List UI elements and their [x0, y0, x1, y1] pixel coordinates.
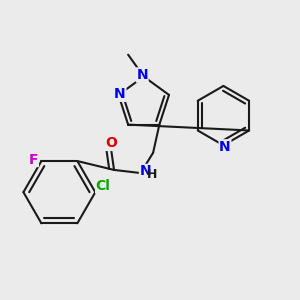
- Text: F: F: [29, 152, 38, 167]
- Text: N: N: [140, 164, 151, 178]
- Text: Cl: Cl: [96, 179, 111, 193]
- Text: methyl: methyl: [128, 50, 133, 52]
- Text: N: N: [114, 87, 126, 101]
- Text: N: N: [219, 140, 231, 154]
- Text: N: N: [136, 68, 148, 82]
- Text: O: O: [105, 136, 117, 150]
- Text: methyl: methyl: [128, 49, 133, 50]
- Text: H: H: [147, 168, 158, 181]
